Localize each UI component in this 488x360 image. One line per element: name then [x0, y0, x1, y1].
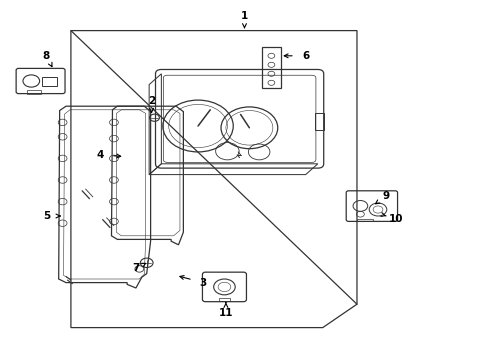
Bar	[219, 298, 229, 301]
Text: 8: 8	[43, 51, 50, 61]
Text: 1: 1	[241, 11, 247, 21]
Text: 4: 4	[96, 150, 104, 160]
Text: 7: 7	[132, 263, 140, 273]
Text: 5: 5	[43, 211, 50, 221]
Bar	[315, 113, 324, 130]
Bar	[261, 47, 281, 88]
Bar	[356, 219, 372, 221]
Text: 9: 9	[382, 191, 389, 201]
Text: 6: 6	[302, 51, 308, 61]
Text: 3: 3	[199, 278, 206, 288]
Text: 2: 2	[148, 96, 155, 106]
Bar	[27, 90, 41, 94]
Bar	[42, 77, 57, 86]
Text: 10: 10	[388, 214, 403, 224]
Text: 11: 11	[218, 308, 233, 318]
